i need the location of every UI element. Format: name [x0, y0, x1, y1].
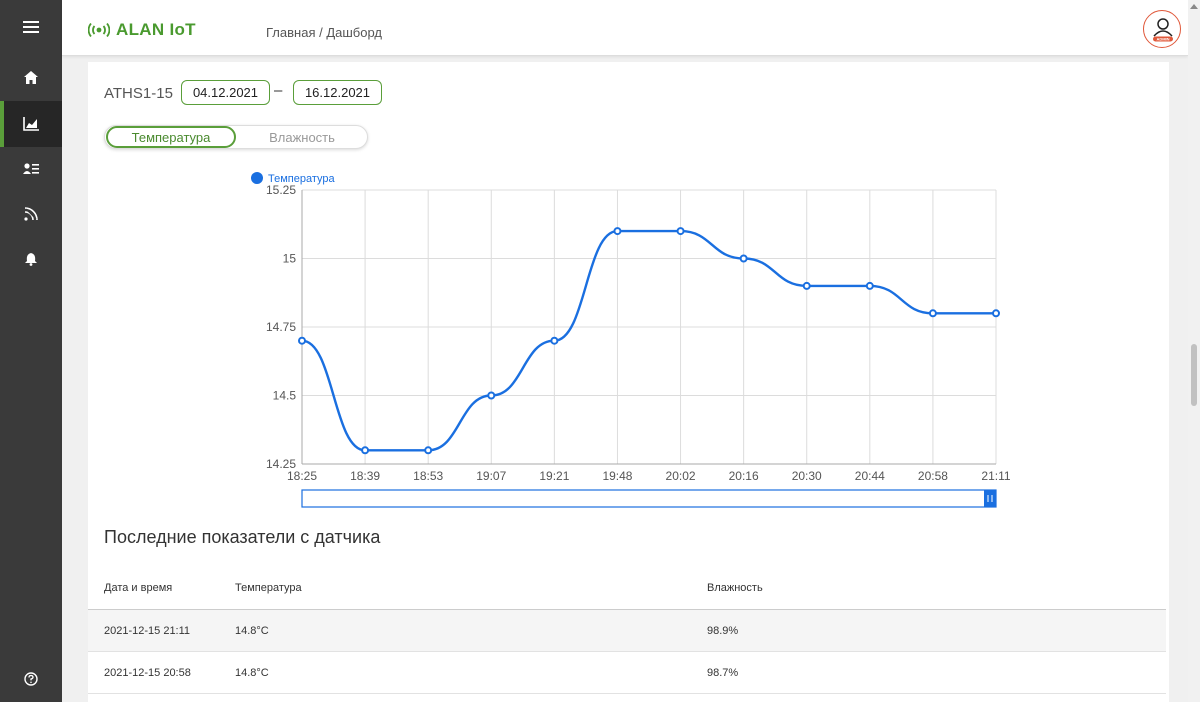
data-point: [424, 446, 433, 455]
y-tick-label: 14.5: [273, 389, 297, 403]
data-point: [298, 336, 306, 345]
toggle-humidity[interactable]: Влажность: [269, 129, 335, 145]
cell-temperature: 14.8°C: [235, 666, 269, 679]
data-point: [928, 309, 937, 318]
data-point: [676, 227, 685, 236]
latest-readings-table: Дата и время Температура Влажность 2021-…: [88, 567, 1166, 694]
scroll-up-arrow-icon[interactable]: [1190, 4, 1198, 9]
x-tick-label: 19:07: [476, 469, 506, 483]
menu-icon: [23, 21, 39, 33]
sidebar-item-home[interactable]: [0, 54, 62, 100]
broadcast-icon: [88, 23, 110, 37]
app-logo[interactable]: ALAN IoT: [88, 20, 196, 40]
user-avatar[interactable]: ADMIN: [1143, 10, 1181, 48]
data-point: [739, 254, 748, 263]
data-point: [487, 391, 496, 400]
x-tick-label: 20:44: [855, 469, 885, 483]
y-tick-label: 15: [283, 252, 297, 266]
header-temperature[interactable]: Температура: [235, 582, 302, 594]
header-datetime[interactable]: Дата и время: [104, 582, 173, 594]
sidebar: [0, 0, 62, 702]
data-point: [992, 309, 1000, 318]
date-from-field[interactable]: 04.12.2021: [181, 80, 270, 105]
sidebar-item-alerts[interactable]: [0, 236, 62, 282]
menu-button[interactable]: [0, 4, 62, 50]
y-tick-label: 15.25: [266, 183, 296, 197]
help-icon: [24, 672, 38, 686]
series-line-temperature: [301, 229, 996, 452]
sidebar-item-help[interactable]: [0, 656, 62, 702]
cell-datetime: 2021-12-15 21:11: [104, 624, 191, 637]
x-tick-label: 19:21: [539, 469, 569, 483]
cell-datetime: 2021-12-15 20:58: [104, 666, 191, 679]
data-point: [361, 446, 370, 455]
breadcrumb[interactable]: Главная / Дашборд: [266, 25, 382, 40]
user-icon: ADMIN: [1153, 18, 1173, 42]
table-row[interactable]: 2021-12-15 20:58 14.8°C 98.7%: [88, 652, 1166, 694]
table-header-row: Дата и время Температура Влажность: [88, 567, 1166, 610]
x-tick-label: 18:39: [350, 469, 380, 483]
x-tick-label: 19:48: [602, 469, 632, 483]
header-humidity[interactable]: Влажность: [707, 582, 763, 594]
app-name: ALAN IoT: [116, 20, 196, 39]
date-separator: –: [274, 82, 283, 99]
bell-icon: [25, 253, 37, 266]
table-row[interactable]: 2021-12-15 21:11 14.8°C 98.9%: [88, 610, 1166, 652]
latest-readings-title: Последние показатели с датчика: [104, 527, 381, 547]
chart-icon: [23, 117, 39, 131]
device-label: ATHS1-15: [104, 85, 173, 102]
home-icon: [24, 70, 38, 84]
range-slider-handle: [984, 490, 996, 507]
range-slider-track: [301, 489, 997, 508]
legend-label: Температура: [268, 173, 336, 185]
sidebar-item-charts[interactable]: [0, 101, 62, 147]
date-to-field[interactable]: 16.12.2021: [293, 80, 382, 105]
x-tick-label: 20:16: [729, 469, 759, 483]
x-tick-label: 20:02: [666, 469, 696, 483]
x-tick-label: 18:53: [413, 469, 443, 483]
x-tick-label: 20:58: [918, 469, 948, 483]
cell-temperature: 14.8°C: [235, 624, 269, 637]
scroll-thumb[interactable]: [1191, 344, 1197, 406]
x-tick-label: 21:11: [981, 469, 1010, 483]
dashboard-card: ATHS1-15 04.12.2021 – 16.12.2021 Темпера…: [88, 62, 1169, 702]
users-icon: [23, 163, 39, 174]
toggle-temperature[interactable]: Температура: [106, 126, 236, 148]
cell-humidity: 98.9%: [707, 624, 739, 637]
data-point: [550, 336, 559, 345]
data-point: [802, 281, 811, 290]
top-header: ALAN IoT Главная / Дашборд ADMIN: [62, 0, 1188, 56]
x-tick-label: 20:30: [792, 469, 822, 483]
temperature-chart: 15.25 15 14.75 14.5 14.25 18:25 18:39 18:53 19:0…: [238, 162, 1018, 517]
sensor-icon: [24, 207, 38, 221]
cell-humidity: 98.7%: [707, 666, 739, 679]
legend-marker: [251, 172, 263, 184]
x-tick-label: 18:25: [287, 469, 317, 483]
page-scrollbar[interactable]: [1188, 0, 1200, 702]
metric-toggle: Температура Влажность: [104, 125, 368, 149]
y-tick-label: 14.75: [266, 320, 296, 334]
data-point: [865, 281, 874, 290]
data-point: [613, 227, 622, 236]
avatar-badge-text: ADMIN: [1156, 37, 1169, 42]
sidebar-item-users[interactable]: [0, 146, 62, 192]
y-tick-label: 14.25: [266, 457, 296, 471]
sidebar-item-sensors[interactable]: [0, 191, 62, 237]
